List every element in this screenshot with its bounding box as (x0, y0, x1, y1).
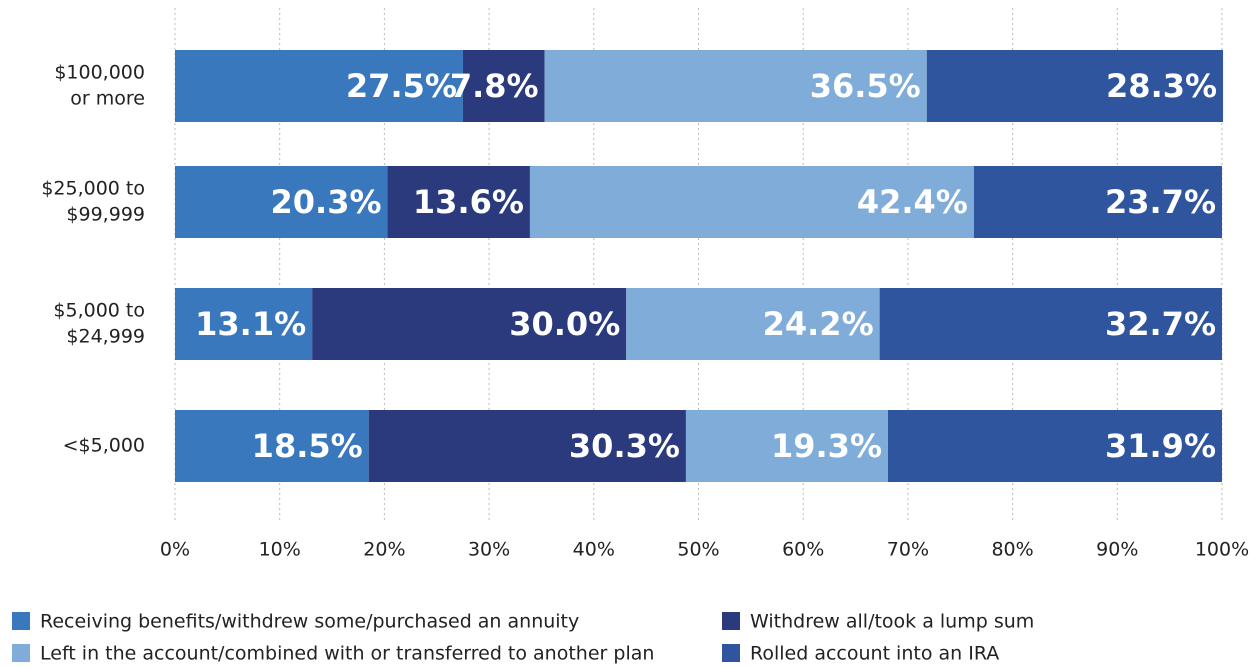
bar-segment (888, 410, 1222, 482)
x-tick-label: 60% (782, 539, 824, 561)
legend-label: Rolled account into an IRA (750, 643, 999, 665)
data-label: 28.3% (1106, 67, 1217, 105)
bar-segment (685, 410, 889, 482)
bar-segment (926, 50, 1224, 122)
legend-label: Receiving benefits/withdrew some/purchas… (40, 611, 579, 633)
bar-segment (312, 288, 627, 360)
data-label: 20.3% (271, 183, 382, 221)
y-tick-label: or more (70, 88, 145, 110)
bar-segment (973, 166, 1222, 238)
y-tick-label: $100,000 (54, 62, 145, 84)
y-tick-label: $25,000 to (41, 178, 145, 200)
x-tick-label: 20% (363, 539, 405, 561)
bar-segment (529, 166, 974, 238)
bar-segment (175, 288, 313, 360)
data-label: 36.5% (810, 67, 921, 105)
bar-segment (462, 50, 545, 122)
legend-swatch (12, 612, 30, 630)
bar-segment (387, 166, 530, 238)
data-label: 13.6% (413, 183, 524, 221)
data-label: 30.3% (569, 427, 680, 465)
data-label: 27.5% (346, 67, 457, 105)
legend-swatch (722, 644, 740, 662)
y-tick-label: <$5,000 (63, 435, 145, 457)
data-label: 30.0% (509, 305, 620, 343)
data-label: 42.4% (857, 183, 968, 221)
data-label: 13.1% (195, 305, 306, 343)
legend-label: Withdrew all/took a lump sum (750, 611, 1034, 633)
x-tick-label: 30% (468, 539, 510, 561)
data-label: 23.7% (1105, 183, 1216, 221)
y-tick-label: $24,999 (66, 326, 145, 348)
x-tick-label: 70% (887, 539, 929, 561)
data-label: 32.7% (1105, 305, 1216, 343)
bar-segment (626, 288, 880, 360)
x-tick-label: 90% (1096, 539, 1138, 561)
x-tick-label: 0% (160, 539, 190, 561)
bar-segment (368, 410, 686, 482)
bar-segment (544, 50, 927, 122)
legend-swatch (722, 612, 740, 630)
data-label: 18.5% (252, 427, 363, 465)
bar-segment (175, 50, 463, 122)
data-label: 31.9% (1105, 427, 1216, 465)
legend-swatch (12, 644, 30, 662)
bar-segment (175, 410, 369, 482)
x-tick-label: 100% (1195, 539, 1249, 561)
legend-label: Left in the account/combined with or tra… (40, 643, 654, 665)
x-tick-label: 80% (991, 539, 1033, 561)
x-tick-label: 40% (573, 539, 615, 561)
data-label: 19.3% (771, 427, 882, 465)
data-label: 24.2% (763, 305, 874, 343)
bar-segment (175, 166, 388, 238)
y-tick-label: $99,999 (66, 204, 145, 226)
x-tick-label: 50% (677, 539, 719, 561)
data-label: 7.8% (450, 67, 539, 105)
bar-segment (879, 288, 1222, 360)
x-tick-label: 10% (259, 539, 301, 561)
y-tick-label: $5,000 to (53, 300, 145, 322)
